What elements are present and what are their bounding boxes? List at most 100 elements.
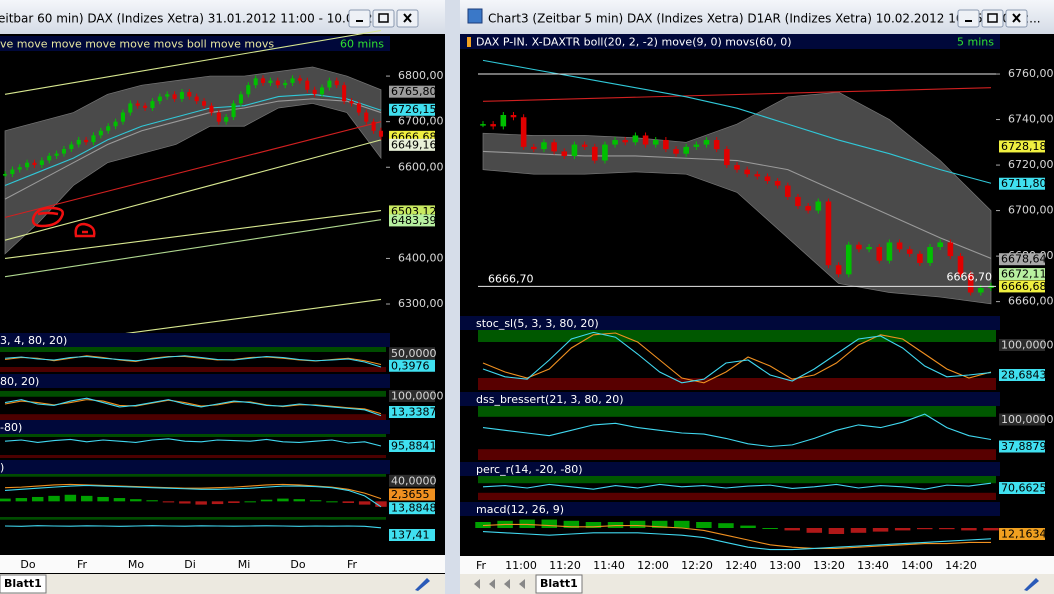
- histogram-bar: [97, 496, 109, 502]
- value-box-label: 40,0000: [391, 474, 437, 487]
- panel-label: DAX P-IN. X-DAXTR boll(20, 2, -2) move(9…: [476, 36, 792, 49]
- minimize-button[interactable]: [348, 9, 371, 28]
- candle: [61, 149, 67, 154]
- candle: [216, 112, 221, 122]
- candle: [886, 242, 893, 261]
- histogram-bar: [872, 528, 889, 532]
- tab-nav-arrow[interactable]: [519, 579, 525, 589]
- indicator-line: [482, 531, 992, 551]
- y-tick-label: 6700,00: [1008, 204, 1054, 217]
- zone: [478, 330, 996, 342]
- candle: [76, 139, 81, 145]
- panel-label: macd(12, 26, 9): [476, 503, 564, 516]
- minimize-button[interactable]: [957, 9, 980, 28]
- candle: [246, 85, 251, 95]
- candle: [297, 78, 302, 81]
- sheet-tab[interactable]: [535, 574, 583, 594]
- y-tick-label: 6660,00: [1008, 295, 1054, 308]
- candle: [194, 96, 199, 102]
- histogram-bar: [358, 501, 371, 505]
- histogram-bar: [541, 519, 557, 528]
- tab-nav-arrow[interactable]: [504, 579, 510, 589]
- histogram-bar: [81, 495, 93, 502]
- value-box: [999, 177, 1045, 190]
- histogram-bar: [674, 520, 690, 528]
- x-axis-label: Fr: [476, 559, 487, 572]
- candle: [253, 78, 258, 86]
- symbol-marker: [467, 37, 471, 47]
- panel-header: [460, 502, 1000, 516]
- histogram-bar: [762, 528, 778, 529]
- panel-header: [460, 316, 1000, 330]
- candle: [371, 121, 376, 131]
- candle: [312, 89, 317, 95]
- tab-nav-arrow[interactable]: [474, 579, 480, 589]
- indicator-line: [4, 438, 382, 447]
- value-box: [999, 253, 1045, 266]
- indicator-line: [4, 210, 382, 259]
- x-axis-label: 11:40: [593, 559, 625, 572]
- value-box-label: 13,8848: [391, 502, 437, 515]
- indicator-line: [4, 525, 382, 529]
- panel-label: stoc_sl(5, 3, 3, 80, 20): [476, 317, 599, 330]
- histogram-bar: [651, 520, 668, 528]
- candle: [835, 265, 842, 275]
- panel-label: -80): [0, 421, 22, 434]
- candle: [978, 287, 984, 293]
- value-box-label: 6726,15: [391, 103, 437, 116]
- candle: [10, 169, 15, 175]
- indicator-line: [482, 87, 992, 102]
- value-box: [999, 413, 1045, 426]
- candle: [120, 112, 125, 122]
- tab-nav-arrow[interactable]: [489, 579, 495, 589]
- candle: [69, 144, 74, 150]
- histogram-bar: [828, 528, 845, 534]
- y-tick-label: 6400,00: [398, 251, 444, 264]
- histogram-bar: [195, 501, 207, 505]
- histogram-bar: [260, 499, 273, 502]
- histogram-bar: [629, 520, 646, 528]
- panel-header: [0, 420, 390, 434]
- candle: [612, 140, 618, 145]
- candle: [157, 96, 162, 102]
- sheet-tab[interactable]: [0, 574, 47, 594]
- bollinger-band: [482, 91, 992, 305]
- candle: [500, 115, 507, 127]
- candle: [25, 162, 30, 168]
- histogram-bar: [146, 500, 158, 502]
- value-box-label: 100,0000: [1001, 339, 1054, 352]
- x-axis-label: 12:40: [725, 559, 757, 572]
- value-box: [389, 390, 435, 402]
- timeframe: 60 mins: [340, 38, 384, 51]
- tool-icon[interactable]: [415, 578, 430, 591]
- histogram-bar: [939, 528, 955, 530]
- histogram-bar: [0, 498, 11, 502]
- maximize-glyph: [378, 13, 389, 23]
- indicator-line: [482, 150, 992, 259]
- candle: [47, 155, 52, 161]
- candle: [356, 103, 361, 113]
- x-axis-label: 11:20: [549, 559, 581, 572]
- panel-header: [460, 34, 1000, 49]
- maximize-button[interactable]: [981, 9, 1004, 28]
- candle: [128, 103, 133, 113]
- candle: [673, 149, 679, 154]
- value-box: [389, 214, 435, 227]
- zone: [0, 367, 386, 372]
- value-box-label: 6483,39: [391, 214, 437, 227]
- maximize-button[interactable]: [372, 9, 395, 28]
- indicator-line: [4, 98, 382, 200]
- candle: [209, 105, 214, 113]
- indicator-line: [4, 139, 382, 241]
- tool-icon[interactable]: [1024, 578, 1039, 591]
- indicator-line: [4, 219, 382, 278]
- line-label: 6666,70: [488, 272, 534, 285]
- candle: [327, 80, 332, 88]
- candle: [17, 167, 22, 170]
- y-tick-label: 6760,00: [1008, 67, 1054, 80]
- histogram-bar: [563, 520, 580, 528]
- candle: [238, 94, 243, 104]
- candle: [856, 244, 862, 250]
- x-axis-label: 13:40: [857, 559, 889, 572]
- candle: [754, 174, 761, 177]
